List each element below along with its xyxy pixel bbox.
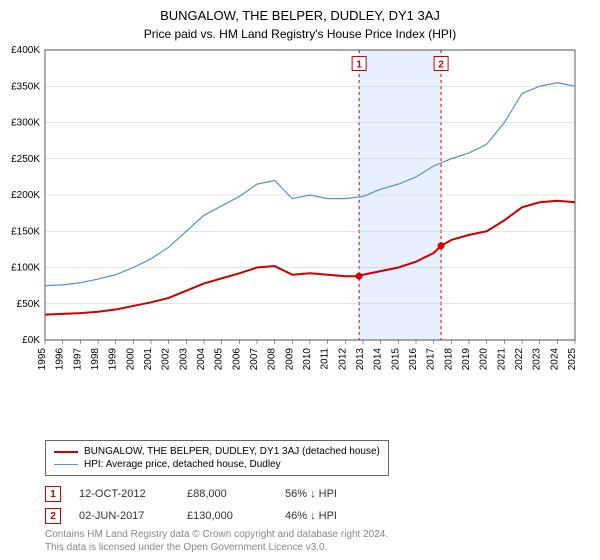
svg-text:£0K: £0K <box>22 335 40 346</box>
svg-text:2014: 2014 <box>373 348 384 371</box>
sale-date-1: 12-OCT-2012 <box>79 488 169 500</box>
legend-swatch <box>54 451 78 453</box>
svg-text:£250K: £250K <box>11 154 40 165</box>
svg-text:2008: 2008 <box>267 348 278 371</box>
sale-delta-1: 56% ↓ HPI <box>285 488 337 500</box>
svg-text:2007: 2007 <box>249 348 260 371</box>
svg-text:£350K: £350K <box>11 81 40 92</box>
svg-text:2020: 2020 <box>479 348 490 371</box>
svg-text:£150K: £150K <box>11 226 40 237</box>
svg-text:£100K: £100K <box>11 263 40 274</box>
svg-text:2012: 2012 <box>337 348 348 371</box>
svg-text:2016: 2016 <box>408 348 419 371</box>
legend-label: HPI: Average price, detached house, Dudl… <box>84 459 281 470</box>
svg-text:2023: 2023 <box>532 348 543 371</box>
svg-text:2011: 2011 <box>320 348 331 370</box>
sale-marker-2: 2 <box>45 508 61 524</box>
svg-text:2001: 2001 <box>143 348 154 371</box>
sale-delta-2: 46% ↓ HPI <box>285 510 337 522</box>
svg-text:£50K: £50K <box>17 299 41 310</box>
attribution-line2: This data is licensed under the Open Gov… <box>45 541 388 554</box>
sale-date-2: 02-JUN-2017 <box>79 510 169 522</box>
svg-text:1996: 1996 <box>55 348 66 371</box>
svg-text:2003: 2003 <box>178 348 189 371</box>
svg-text:2015: 2015 <box>390 348 401 371</box>
sale-row-1: 1 12-OCT-2012 £88,000 56% ↓ HPI <box>45 486 337 502</box>
svg-text:2013: 2013 <box>355 348 366 371</box>
sale-marker-1: 1 <box>45 486 61 502</box>
attribution: Contains HM Land Registry data © Crown c… <box>45 528 388 554</box>
svg-text:2005: 2005 <box>214 348 225 371</box>
attribution-line1: Contains HM Land Registry data © Crown c… <box>45 528 388 541</box>
svg-text:2002: 2002 <box>161 348 172 371</box>
chart-area: £0K£50K£100K£150K£200K£250K£300K£350K£40… <box>45 50 575 390</box>
svg-text:2010: 2010 <box>302 348 313 371</box>
svg-text:2009: 2009 <box>284 348 295 371</box>
svg-text:2: 2 <box>438 60 444 71</box>
chart-subtitle: Price paid vs. HM Land Registry's House … <box>0 23 600 41</box>
svg-text:2017: 2017 <box>426 348 437 371</box>
svg-text:1999: 1999 <box>108 348 119 371</box>
svg-text:£400K: £400K <box>11 45 40 56</box>
sale-row-2: 2 02-JUN-2017 £130,000 46% ↓ HPI <box>45 508 337 524</box>
legend-row: HPI: Average price, detached house, Dudl… <box>54 458 380 471</box>
svg-text:1997: 1997 <box>72 348 83 371</box>
svg-text:2018: 2018 <box>443 348 454 371</box>
legend-swatch <box>54 464 78 465</box>
chart-title: BUNGALOW, THE BELPER, DUDLEY, DY1 3AJ <box>0 0 600 23</box>
svg-text:£300K: £300K <box>11 118 40 129</box>
svg-text:1995: 1995 <box>37 348 48 371</box>
svg-text:2022: 2022 <box>514 348 525 371</box>
legend-label: BUNGALOW, THE BELPER, DUDLEY, DY1 3AJ (d… <box>84 446 380 457</box>
legend: BUNGALOW, THE BELPER, DUDLEY, DY1 3AJ (d… <box>45 440 389 476</box>
svg-text:1998: 1998 <box>90 348 101 371</box>
svg-text:2021: 2021 <box>496 348 507 371</box>
sale-price-2: £130,000 <box>187 510 267 522</box>
svg-text:2006: 2006 <box>231 348 242 371</box>
sale-price-1: £88,000 <box>187 488 267 500</box>
svg-text:2019: 2019 <box>461 348 472 371</box>
chart-container: BUNGALOW, THE BELPER, DUDLEY, DY1 3AJ Pr… <box>0 0 600 560</box>
legend-row: BUNGALOW, THE BELPER, DUDLEY, DY1 3AJ (d… <box>54 445 380 458</box>
svg-text:2000: 2000 <box>125 348 136 371</box>
chart-svg: £0K£50K£100K£150K£200K£250K£300K£350K£40… <box>45 50 575 390</box>
svg-text:2004: 2004 <box>196 348 207 371</box>
svg-text:1: 1 <box>356 60 362 71</box>
svg-text:2025: 2025 <box>567 348 578 371</box>
svg-text:£200K: £200K <box>11 190 40 201</box>
svg-text:2024: 2024 <box>549 348 560 371</box>
